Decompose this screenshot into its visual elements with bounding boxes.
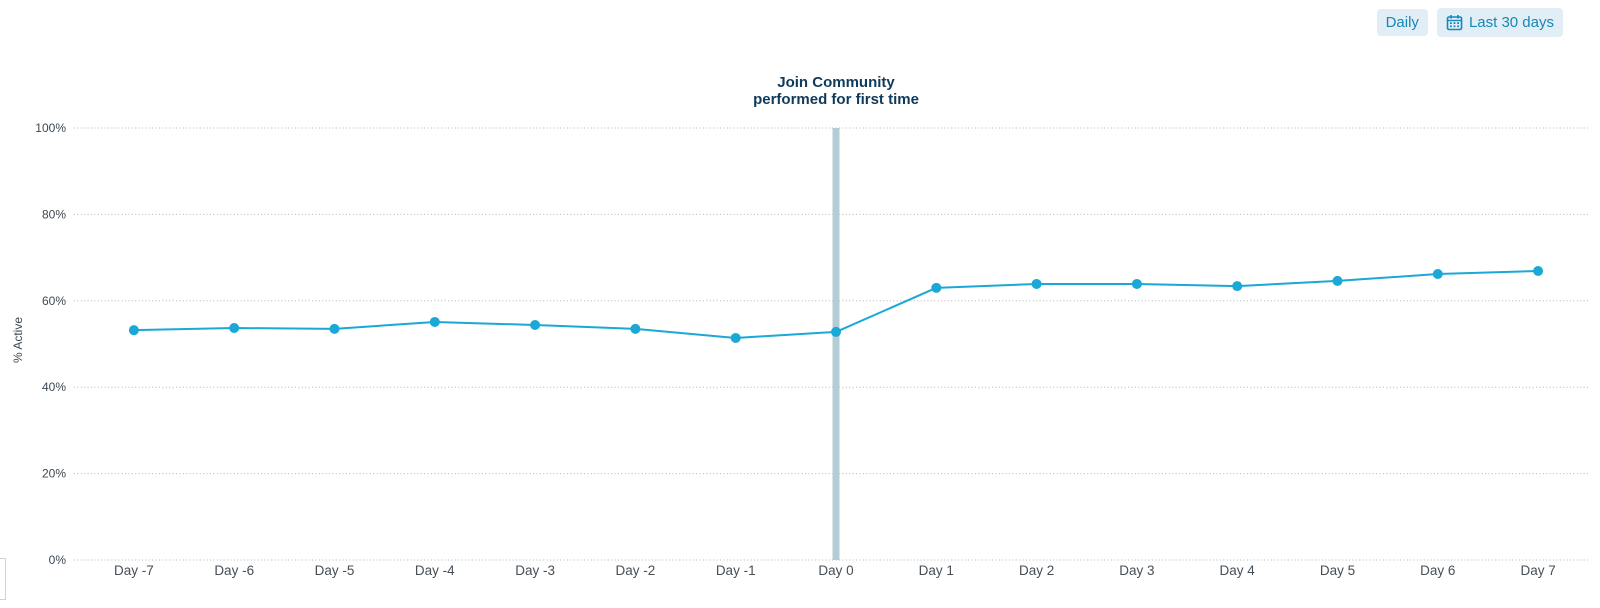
chart-title-line1: Join Community bbox=[777, 74, 895, 91]
y-tick-label: 80% bbox=[42, 207, 66, 221]
y-tick-label: 20% bbox=[42, 467, 66, 481]
date-range-label: Last 30 days bbox=[1468, 14, 1554, 31]
data-point bbox=[730, 332, 741, 343]
x-tick-label: Day -7 bbox=[114, 563, 154, 578]
x-tick-label: Day 5 bbox=[1320, 563, 1355, 578]
x-tick-label: Day 2 bbox=[1019, 563, 1054, 578]
granularity-daily-button[interactable]: Daily bbox=[1376, 9, 1428, 36]
y-tick-label: 100% bbox=[35, 121, 66, 135]
data-point bbox=[831, 326, 841, 337]
date-range-button[interactable]: Last 30 days bbox=[1436, 8, 1563, 37]
data-point bbox=[329, 323, 340, 334]
y-tick-label: 0% bbox=[49, 553, 67, 567]
x-tick-label: Day 1 bbox=[919, 563, 954, 578]
x-tick-label: Day 6 bbox=[1420, 563, 1455, 578]
x-tick-label: Day -5 bbox=[315, 563, 355, 578]
y-tick-label: 60% bbox=[42, 294, 66, 308]
x-tick-label: Day -4 bbox=[415, 563, 455, 578]
y-axis-label: % Active bbox=[11, 317, 25, 363]
data-point bbox=[1131, 278, 1142, 289]
data-point bbox=[1432, 269, 1443, 280]
y-tick-label: 40% bbox=[42, 380, 66, 394]
event-marker-band bbox=[832, 128, 840, 560]
data-point bbox=[530, 319, 541, 330]
data-point bbox=[1533, 265, 1544, 276]
x-tick-label: Day -3 bbox=[515, 563, 555, 578]
partial-tooltip-box bbox=[0, 558, 6, 600]
x-tick-label: Day 0 bbox=[818, 563, 853, 578]
data-point bbox=[1332, 275, 1343, 286]
chart-title-line2: performed for first time bbox=[753, 91, 919, 108]
x-tick-label: Day 7 bbox=[1520, 563, 1555, 578]
data-point bbox=[429, 316, 440, 327]
granularity-daily-label: Daily bbox=[1385, 14, 1419, 31]
data-point bbox=[128, 325, 139, 336]
chart-title: Join Community performed for first time bbox=[753, 74, 919, 108]
data-point bbox=[1031, 278, 1042, 289]
data-point bbox=[931, 282, 942, 293]
x-tick-label: Day -6 bbox=[214, 563, 254, 578]
x-tick-label: Day -2 bbox=[616, 563, 656, 578]
x-tick-label: Day 4 bbox=[1220, 563, 1256, 578]
data-point bbox=[630, 323, 641, 334]
data-point bbox=[229, 323, 240, 334]
x-tick-label: Day 3 bbox=[1119, 563, 1154, 578]
data-point bbox=[1232, 281, 1243, 292]
calendar-icon bbox=[1446, 14, 1463, 31]
x-tick-label: Day -1 bbox=[716, 563, 756, 578]
chart-controls: Daily Last 30 days bbox=[1376, 8, 1563, 37]
